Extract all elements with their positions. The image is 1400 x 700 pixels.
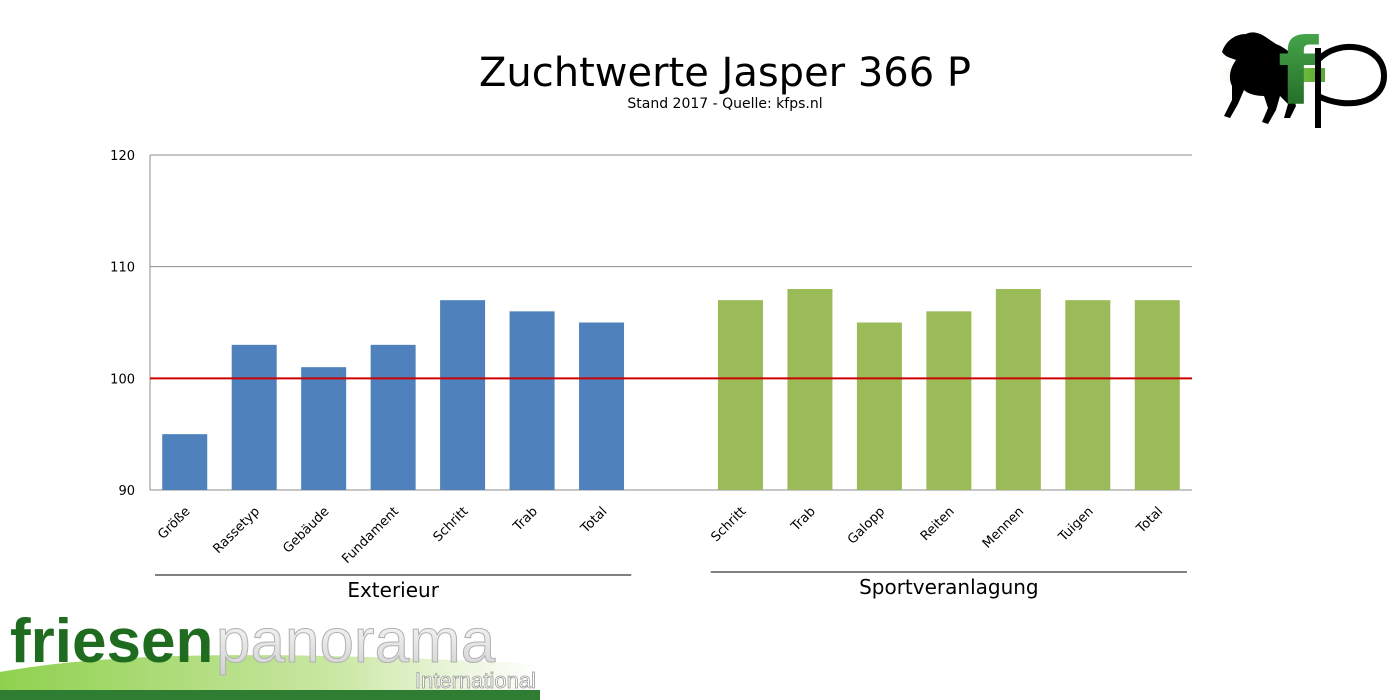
x-tick-label: Trab <box>788 504 819 535</box>
x-tick-label: Schritt <box>431 504 472 545</box>
bar <box>579 322 625 490</box>
bar <box>926 311 972 490</box>
x-tick-label: Mennen <box>980 504 1027 551</box>
bar <box>370 344 416 490</box>
bar <box>301 367 347 490</box>
bar <box>1065 300 1111 490</box>
group-labels: Exterieur Sportveranlagung <box>155 571 1187 602</box>
x-tick-label: Reiten <box>918 504 958 544</box>
bar <box>162 434 208 490</box>
x-tick-label: Schritt <box>708 504 749 545</box>
group-label: Exterieur <box>347 578 439 602</box>
x-tick-label: Rassetyp <box>210 504 263 557</box>
bars <box>162 289 1180 490</box>
bar <box>787 289 833 490</box>
y-tick-label: 100 <box>110 372 135 387</box>
logo-word-friesen: friesen <box>10 607 213 676</box>
x-tick-label: Größe <box>155 504 193 542</box>
fp-letters: f <box>1278 19 1319 126</box>
fp-logo: f <box>1215 19 1388 128</box>
bar <box>717 300 763 490</box>
bar <box>856 322 902 490</box>
p-letter <box>1315 44 1388 128</box>
y-tick-label: 90 <box>118 484 135 499</box>
bar <box>995 289 1041 490</box>
y-tick-label: 110 <box>110 261 135 276</box>
logo-word-panorama: panorama <box>216 607 496 676</box>
group-label: Sportveranlagung <box>859 575 1039 599</box>
bar <box>231 344 277 490</box>
bar <box>440 300 486 490</box>
bar <box>1134 300 1180 490</box>
x-tick-label: Fundament <box>339 504 402 567</box>
x-tick-label: Galopp <box>845 504 888 547</box>
chart-title: Zuchtwerte Jasper 366 P <box>479 50 971 96</box>
x-tick-label: Total <box>578 504 611 537</box>
y-axis: 90 100 110 120 <box>110 149 151 499</box>
x-tick-labels: Größe Rassetyp Gebäude Fundament Schritt Trab… <box>155 504 1166 567</box>
y-tick-label: 120 <box>110 149 135 164</box>
horse-icon <box>1222 32 1302 124</box>
x-tick-label: Total <box>1133 504 1166 537</box>
bar <box>509 311 555 490</box>
x-tick-label: Trab <box>510 504 541 535</box>
logo-word-international: International <box>415 668 536 693</box>
x-tick-label: Gebäude <box>280 504 332 556</box>
chart-subtitle: Stand 2017 - Quelle: kfps.nl <box>627 96 822 112</box>
x-tick-label: Tuigen <box>1055 504 1096 545</box>
friesenpanorama-logo: friesen panorama International <box>0 607 540 700</box>
